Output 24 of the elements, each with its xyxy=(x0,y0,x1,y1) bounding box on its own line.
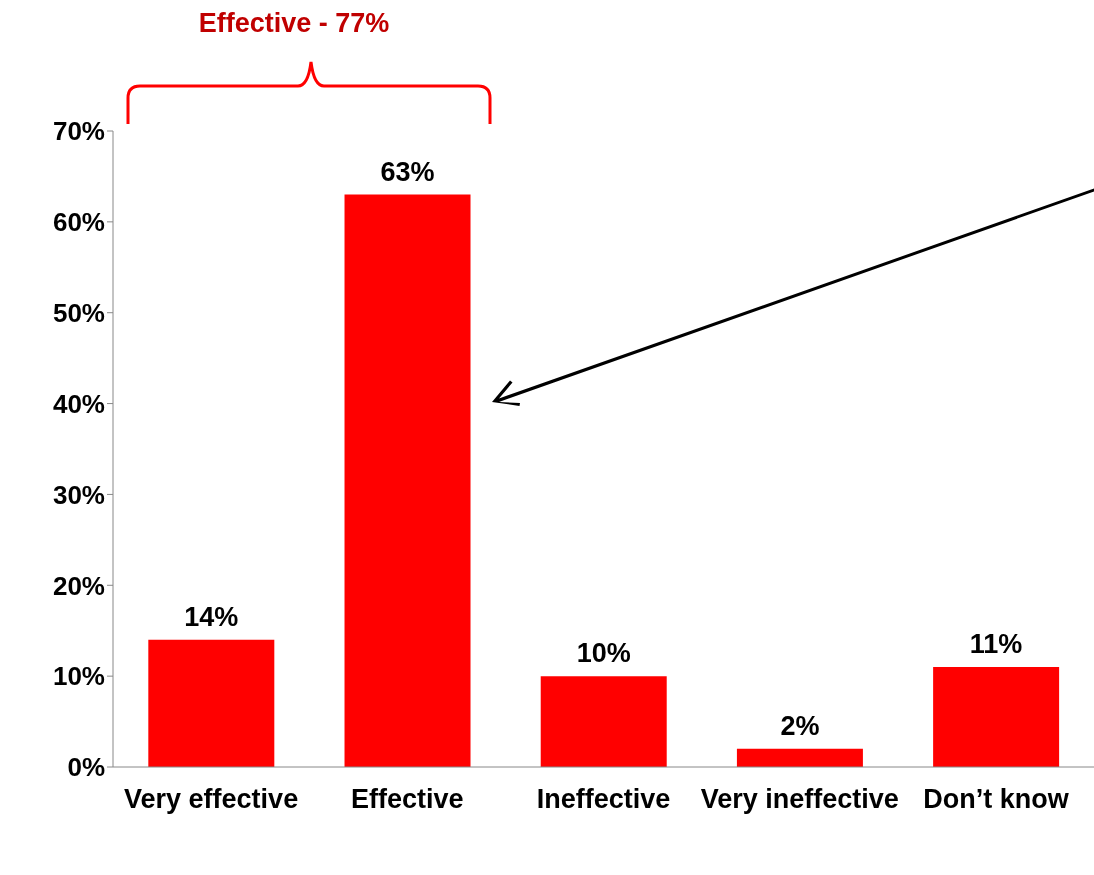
y-tick-label: 70% xyxy=(52,116,105,147)
y-tick-label: 30% xyxy=(52,479,105,510)
bar xyxy=(736,748,863,767)
data-label: 11% xyxy=(969,629,1023,660)
data-label: 10% xyxy=(576,638,631,669)
x-tick-label: Very effective xyxy=(124,784,299,815)
y-tick-label: 40% xyxy=(52,388,105,419)
y-tick-label: 50% xyxy=(52,297,105,328)
x-tick-label: Effective xyxy=(351,784,464,815)
x-tick-label: Ineffective xyxy=(536,784,671,815)
y-tick-label: 0% xyxy=(67,752,105,783)
data-label: 2% xyxy=(780,710,820,741)
y-tick-label: 60% xyxy=(52,207,105,238)
bar xyxy=(933,667,1060,767)
text: Effective - 77% xyxy=(198,8,390,38)
data-label: 14% xyxy=(184,601,239,632)
x-tick-label: Don’t know xyxy=(923,784,1070,815)
bar xyxy=(540,676,667,767)
bar xyxy=(148,639,275,767)
bar xyxy=(344,194,471,767)
y-tick-label: 20% xyxy=(52,570,105,601)
data-label: 63% xyxy=(380,156,435,187)
x-tick-label: Very ineffective xyxy=(700,784,899,815)
y-tick-label: 10% xyxy=(52,661,105,692)
